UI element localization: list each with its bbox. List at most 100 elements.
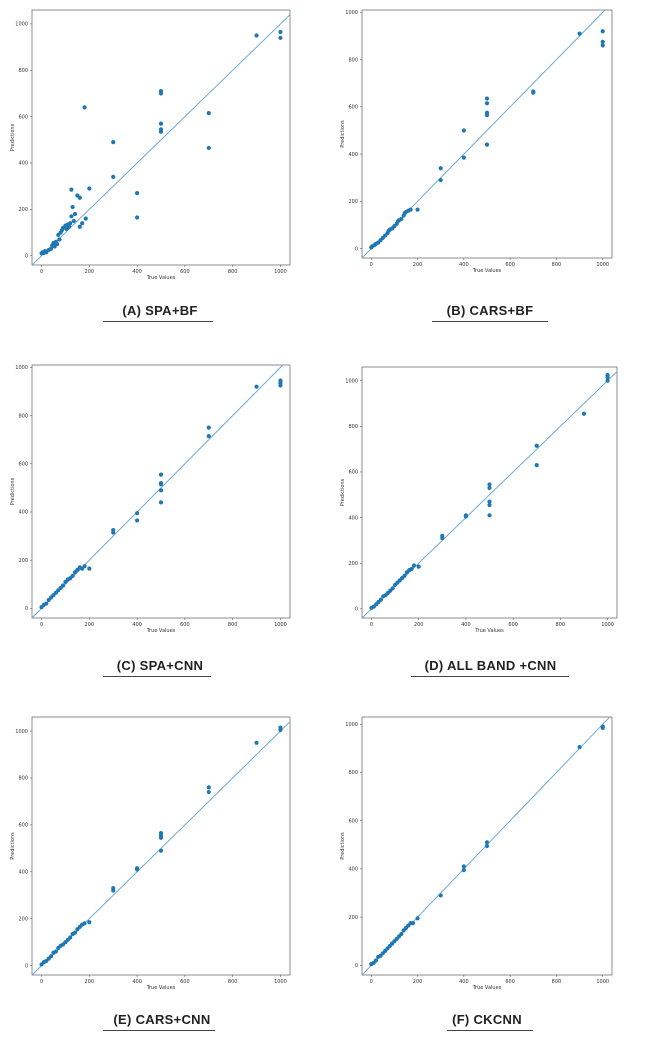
panel-b-x-axis-title: True Values: [472, 268, 502, 274]
panel-c-y-tick-label: 1000: [15, 365, 28, 371]
panel-b-y-tick-label: 600: [348, 105, 358, 111]
panel-a-data-point: [278, 29, 283, 35]
panel-b-x-tick-label: 0: [370, 262, 373, 268]
panel-a-caption: (A) SPA+BF: [122, 303, 198, 318]
panel-d-caption: (D) ALL BAND +CNN: [424, 658, 557, 673]
panel-b-data-point: [577, 31, 582, 36]
panel-b-caption: (B) CARS+BF: [446, 303, 534, 318]
panel-e-caption-underline: [103, 1030, 215, 1031]
panel-b-data-point: [415, 207, 420, 212]
panel-f-caption-underline: [447, 1030, 533, 1031]
panel-a-data-point: [254, 33, 259, 38]
panel-b-data-point: [600, 39, 605, 44]
panel-e-data-point: [87, 920, 92, 925]
panel-a-data-point: [206, 145, 211, 151]
panel-c-data-point: [135, 518, 140, 523]
panel-e-x-tick-label: 200: [85, 979, 95, 985]
panel-c-data-point: [44, 601, 49, 606]
panel-c-x-tick-label: 800: [228, 622, 238, 628]
panel-a-data-point: [69, 187, 74, 192]
panel-c-y-tick-label: 0: [25, 606, 28, 612]
panel-a-data-point: [80, 221, 85, 226]
panel-b-x-tick-label: 400: [459, 262, 469, 268]
panel-d-data-point: [416, 564, 421, 569]
panel-d-y-axis-title: Predictions: [340, 478, 346, 506]
panel-f-y-tick-label: 400: [348, 867, 358, 873]
panel-a-data-point: [111, 140, 116, 145]
panel-d-x-tick-label: 1000: [601, 622, 614, 628]
panel-e-y-tick-label: 200: [18, 916, 28, 922]
panel-f-y-tick-label: 800: [348, 770, 358, 776]
panel-e-data-point: [278, 727, 283, 732]
panel-e-x-tick-label: 400: [132, 979, 142, 985]
panel-a-data-point: [77, 224, 82, 229]
panel-a-data-point: [72, 211, 78, 217]
panel-e-data-point: [49, 954, 54, 959]
panel-d-y-tick-label: 400: [348, 515, 358, 521]
panel-e-x-axis-title: True Values: [146, 985, 176, 991]
panel-f-y-tick-label: 0: [355, 963, 358, 969]
panel-f-data-point: [600, 725, 605, 730]
panel-c-y-tick-label: 400: [18, 510, 28, 516]
panel-f-y-tick-label: 600: [348, 818, 358, 824]
panel-f-data-point: [415, 916, 420, 921]
panel-a-x-tick-label: 400: [132, 269, 142, 275]
panel-a-y-tick-label: 600: [18, 114, 28, 120]
panel-a-x-tick-label: 200: [85, 269, 95, 275]
panel-d-y-tick-label: 600: [348, 470, 358, 476]
panel-c-data-point: [158, 500, 164, 505]
panel-e-y-tick-label: 0: [25, 963, 28, 969]
panel-b-x-tick-label: 200: [413, 262, 423, 268]
panel-c-x-tick-label: 200: [85, 622, 95, 628]
panel-c-data-point: [158, 472, 164, 477]
panel-c-x-tick-label: 400: [132, 622, 142, 628]
panel-e-data-point: [206, 785, 211, 790]
panel-a-y-tick-label: 400: [18, 161, 28, 167]
panel-d-y-tick-label: 200: [348, 561, 358, 567]
panel-f-scatter-plot: 0 200 400 600 800 1000 0 200 400 600 800 1000 True V…: [340, 716, 613, 991]
panel-e-data-point: [111, 888, 116, 893]
panel-c-scatter-plot: 0 200 400 600 800 1000 0 200 400 600 800 1000 True V…: [10, 364, 291, 634]
panel-b-data-point: [484, 113, 490, 118]
panel-d-data-point: [378, 597, 383, 602]
panel-a-x-tick-label: 1000: [274, 269, 287, 275]
panel-b-y-tick-label: 800: [348, 57, 358, 63]
panel-d-scatter-plot: 0 200 400 600 800 1000 0 200 400 600 800 1000 True V…: [340, 366, 618, 634]
panel-f-x-tick-label: 1000: [596, 979, 609, 985]
panel-d-x-tick-label: 0: [370, 622, 373, 628]
panel-c-data-point: [82, 564, 87, 569]
panel-b-data-point: [438, 166, 443, 171]
panel-a-data-point: [135, 191, 140, 196]
panel-b-data-point: [438, 177, 443, 183]
panel-b-y-tick-label: 0: [355, 246, 358, 252]
panel-f-x-tick-label: 800: [552, 979, 562, 985]
panel-f-data-point: [461, 868, 466, 873]
panel-b-data-point: [600, 29, 605, 34]
panel-a-scatter-plot: 0 200 400 600 800 1000 0 200 400 600 800 1000 True V…: [10, 9, 291, 281]
panel-f-x-tick-label: 600: [505, 979, 515, 985]
panel-e-data-point: [72, 930, 78, 935]
panel-a-data-point: [66, 224, 72, 229]
panel-e-y-tick-label: 800: [18, 776, 28, 782]
panel-a-data-point: [71, 218, 76, 224]
panel-b-data-point: [461, 128, 466, 133]
panel-a-data-point: [111, 174, 116, 180]
panel-f-x-tick-label: 400: [459, 979, 469, 985]
panel-b-data-point: [399, 216, 404, 222]
panel-b-y-tick-label: 200: [348, 199, 358, 205]
panel-c-data-point: [206, 425, 211, 430]
panel-d-x-tick-label: 400: [461, 622, 471, 628]
panel-d-axes-frame: [361, 366, 618, 619]
panel-d-data-point: [534, 443, 539, 448]
panel-d-x-tick-label: 800: [556, 622, 566, 628]
panel-c-caption: (C) SPA+CNN: [116, 658, 204, 673]
panel-a-data-point: [158, 91, 164, 96]
panel-a-data-point: [158, 121, 164, 126]
panel-e-y-tick-label: 600: [18, 823, 28, 829]
panel-d-data-point: [534, 463, 539, 468]
panel-f-caption: (F) CKCNN: [452, 1012, 522, 1027]
panel-f-data-point: [461, 864, 466, 869]
panel-f-x-tick-label: 200: [413, 979, 423, 985]
panel-f-data-point: [577, 745, 582, 750]
panel-c-data-point: [206, 433, 211, 439]
